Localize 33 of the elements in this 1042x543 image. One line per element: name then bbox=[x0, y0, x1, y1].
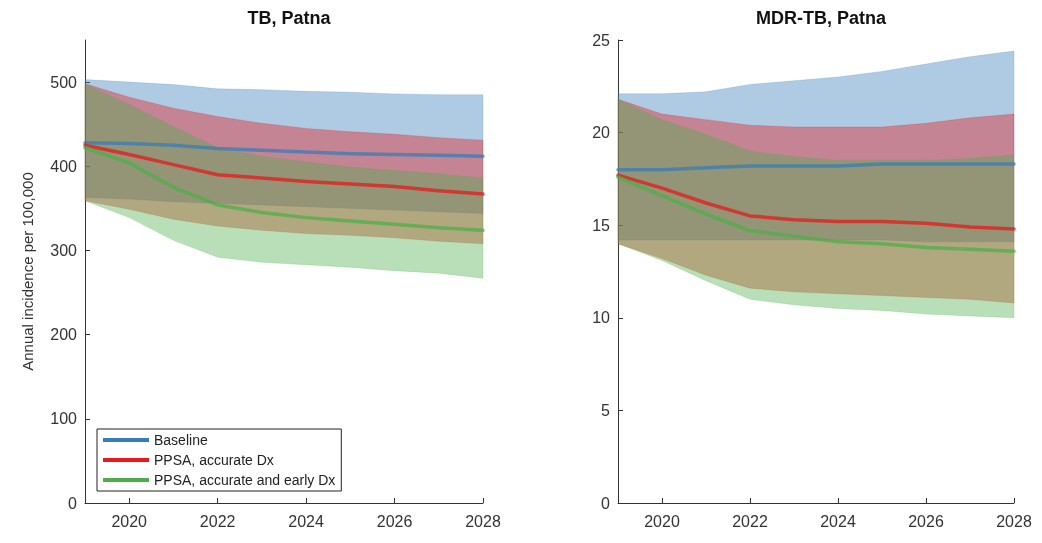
y-tick-label: 400 bbox=[50, 157, 78, 175]
y-tick-label: 20 bbox=[592, 124, 611, 142]
chart-title: TB, Patna bbox=[247, 8, 332, 28]
chart-title: MDR-TB, Patna bbox=[756, 8, 887, 28]
y-tick-label: 5 bbox=[601, 401, 611, 419]
x-tick-label: 2024 bbox=[288, 512, 325, 530]
x-tick-label: 2020 bbox=[111, 512, 148, 530]
x-tick-label: 2026 bbox=[376, 512, 413, 530]
x-tick-label: 2022 bbox=[199, 512, 236, 530]
x-tick-label: 2022 bbox=[732, 512, 768, 530]
y-tick-label: 10 bbox=[592, 309, 611, 327]
y-tick-label: 500 bbox=[50, 73, 78, 91]
x-tick-label: 2024 bbox=[820, 512, 856, 530]
legend-label: PPSA, accurate and early Dx bbox=[154, 472, 336, 488]
x-tick-label: 2020 bbox=[644, 512, 680, 530]
legend-label: PPSA, accurate Dx bbox=[154, 452, 274, 468]
line-series bbox=[83, 140, 485, 158]
x-tick-label: 2028 bbox=[465, 512, 501, 530]
y-tick-label: 0 bbox=[601, 494, 611, 512]
line-series bbox=[616, 175, 1016, 253]
y-axis-title: Annual incidence per 100,000 bbox=[19, 172, 36, 371]
y-tick-label: 200 bbox=[50, 326, 78, 344]
y-tick-label: 300 bbox=[50, 241, 78, 259]
x-tick-label: 2026 bbox=[908, 512, 944, 530]
y-tick-label: 25 bbox=[592, 31, 611, 49]
line-series bbox=[83, 146, 485, 232]
line-series bbox=[83, 143, 485, 196]
x-tick-label: 2028 bbox=[996, 512, 1032, 530]
y-tick-label: 100 bbox=[50, 410, 78, 428]
y-tick-label: 0 bbox=[68, 494, 78, 512]
y-tick-label: 15 bbox=[592, 216, 611, 234]
line-series bbox=[616, 173, 1016, 231]
legend-label: Baseline bbox=[154, 432, 208, 448]
